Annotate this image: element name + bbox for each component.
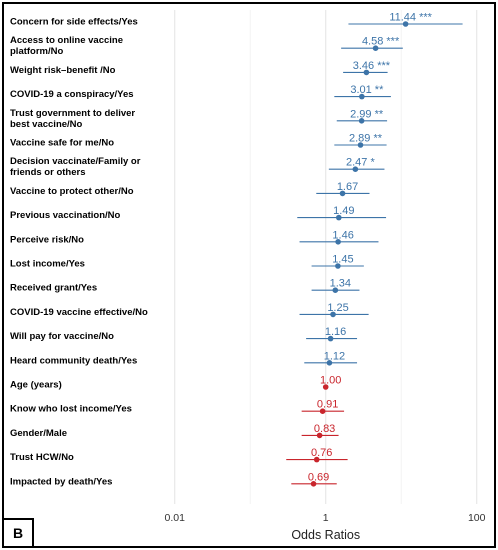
point-estimate — [327, 335, 334, 342]
row-label: Know who lost income/Yes — [10, 404, 132, 415]
x-tick-label: 100 — [468, 512, 486, 524]
row-label: Vaccine safe for me/No — [10, 138, 114, 149]
value-label: 11.44 *** — [389, 12, 432, 24]
row-label: Heard community death/Yes — [10, 355, 137, 366]
value-label: 3.46 *** — [353, 60, 391, 72]
x-axis-title: Odds Ratios — [291, 528, 360, 542]
point-estimate — [372, 45, 379, 51]
point-estimate — [352, 166, 359, 172]
value-label: 0.83 — [314, 423, 335, 435]
value-label: 2.89 ** — [349, 133, 383, 145]
point-estimate — [358, 118, 365, 124]
value-label: 1.67 — [337, 181, 358, 193]
value-label: 2.47 * — [346, 157, 375, 169]
row-label: Previous vaccination/No — [10, 210, 121, 221]
point-estimate — [332, 287, 339, 294]
x-axis: 0.01 1 100 Odds Ratios — [165, 512, 486, 542]
point-estimate — [326, 360, 333, 366]
panel-letter: B — [4, 518, 34, 546]
point-estimate — [402, 21, 409, 27]
value-label: 1.12 — [324, 350, 345, 362]
point-estimate — [335, 239, 341, 245]
point-estimate — [335, 214, 342, 221]
row-label: Weight risk–benefit /No — [10, 65, 116, 76]
point-estimate — [357, 142, 364, 148]
row-labels: Concern for side effects/Yes Access to on… — [10, 17, 148, 488]
value-label: 2.99 ** — [350, 108, 384, 120]
value-label: 1.25 — [327, 302, 348, 314]
row-label: COVID-19 vaccine effective/No — [10, 307, 148, 318]
row-label: Concern for side effects/Yes — [10, 17, 138, 28]
value-label: 3.01 ** — [350, 84, 384, 96]
point-estimate — [330, 311, 336, 318]
point-estimate — [322, 384, 329, 390]
value-label: 4.58 *** — [362, 36, 400, 48]
data-marks: 11.44 *** 4.58 *** 3.46 *** 3.01 ** 2.99 ** 2… — [286, 12, 463, 487]
row-label: Received grant/Yes — [10, 283, 97, 294]
point-estimate — [313, 456, 320, 463]
row-label: Trust HCW/No — [10, 452, 74, 463]
value-label: 1.45 — [332, 254, 353, 266]
row-label: Trust government to deliver best vaccine/… — [10, 108, 135, 130]
x-tick-label: 0.01 — [165, 512, 186, 524]
row-label: Vaccine to protect other/No — [10, 186, 134, 197]
value-label: 0.76 — [311, 447, 332, 459]
value-label: 1.46 — [332, 229, 353, 241]
x-tick-label: 1 — [323, 512, 329, 524]
grid-lines — [174, 10, 478, 504]
value-label: 1.34 — [330, 278, 351, 290]
value-label: 1.49 — [333, 205, 354, 217]
row-label: Lost income/Yes — [10, 259, 85, 270]
row-label: Perceive risk/No — [10, 234, 84, 245]
point-estimate — [319, 408, 326, 415]
row-label: COVID-19 a conspiracy/Yes — [10, 89, 134, 100]
value-label: 1.16 — [325, 326, 346, 338]
forest-plot: Concern for side effects/Yes Access to on… — [10, 10, 486, 542]
point-estimate — [339, 190, 346, 197]
row-label: Will pay for vaccine/No — [10, 331, 114, 342]
row-label: Access to online vaccine platform/No — [10, 35, 123, 57]
value-label: 1.00 — [320, 375, 341, 387]
point-estimate — [363, 69, 370, 76]
point-estimate — [335, 263, 341, 269]
point-estimate — [359, 93, 365, 100]
point-estimate — [316, 432, 323, 439]
row-label: Gender/Male — [10, 428, 67, 439]
row-label: Age (years) — [10, 380, 62, 391]
row-label: Decision vaccinate/Family or friends or o… — [10, 156, 141, 178]
point-estimate — [310, 481, 317, 487]
value-label: 0.91 — [317, 399, 338, 411]
value-label: 0.69 — [308, 471, 329, 483]
row-label: Impacted by death/Yes — [10, 476, 112, 487]
